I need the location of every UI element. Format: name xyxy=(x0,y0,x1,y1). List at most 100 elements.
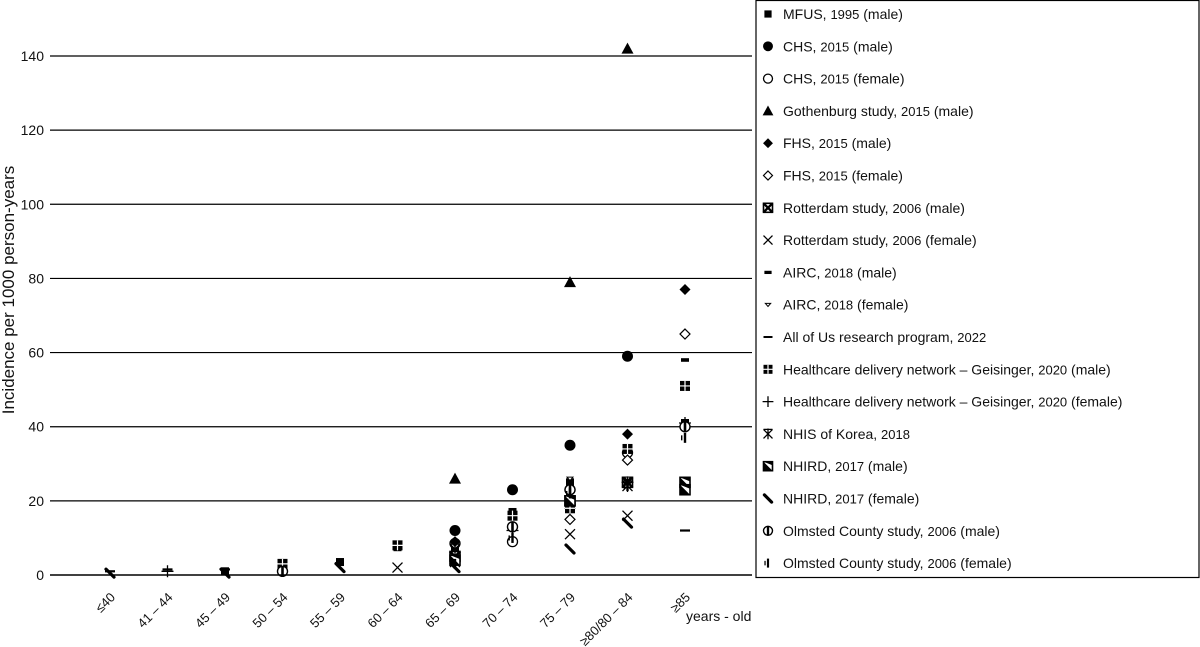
data-point-series-7 xyxy=(392,562,403,574)
data-point-series-5 xyxy=(564,513,576,526)
legend-label: All of Us research program, 2022 xyxy=(783,329,986,345)
x-axis-ticks: ≤40 41 – 44 45 – 49 50 – 54 55 – 59 60 – 64 65… xyxy=(92,590,693,647)
legend-item: MFUS, 1995 (male) xyxy=(764,6,903,22)
legend-item: NHIRD, 2017 (male) xyxy=(762,458,908,474)
legend: MFUS, 1995 (male) CHS, 2015 (male) CHS, 20… xyxy=(755,0,1200,579)
data-point-series-10 xyxy=(220,568,230,571)
data-point-series-7 xyxy=(564,528,576,540)
legend-marker xyxy=(763,41,773,52)
legend-item: CHS, 2015 (female) xyxy=(762,71,905,87)
data-point-series-15 xyxy=(219,567,231,579)
legend-marker xyxy=(763,235,773,246)
y-tick-label: 140 xyxy=(21,48,45,64)
legend-marker xyxy=(762,202,774,214)
legend-label: Healthcare delivery network – Geisinger,… xyxy=(783,394,1122,410)
legend-item: FHS, 2015 (male) xyxy=(763,135,891,151)
data-point-series-11 xyxy=(622,443,633,454)
legend-marker xyxy=(762,73,774,84)
y-tick-label: 120 xyxy=(21,122,45,138)
data-point-series-5 xyxy=(621,454,634,466)
legend-marker xyxy=(763,364,773,374)
data-point-series-1 xyxy=(507,484,518,496)
data-markers xyxy=(104,42,691,579)
legend-item: AIRC, 2018 (female) xyxy=(764,297,908,313)
data-point-series-11 xyxy=(680,380,690,391)
legend-label: Gothenburg study, 2015 (male) xyxy=(783,103,974,119)
y-tick-label: 80 xyxy=(28,270,44,286)
data-point-series-17 xyxy=(566,488,572,499)
data-point-series-3 xyxy=(621,42,634,54)
data-point-series-5 xyxy=(679,328,691,340)
data-point-series-10 xyxy=(680,529,690,532)
legend-item: NHIS of Korea, 2018 xyxy=(763,426,910,442)
data-point-series-1 xyxy=(622,350,633,362)
legend-label: Rotterdam study, 2006 (male) xyxy=(783,200,965,216)
x-tick-label: 75 – 79 xyxy=(537,590,578,631)
data-point-series-3 xyxy=(449,472,461,484)
data-point-series-15 xyxy=(621,517,634,529)
x-tick-label: 60 – 64 xyxy=(364,590,405,631)
legend-label: FHS, 2015 (male) xyxy=(783,135,891,151)
x-axis-label: years - old xyxy=(686,608,751,624)
data-point-series-8 xyxy=(681,358,689,362)
legend-label: AIRC, 2018 (male) xyxy=(783,264,897,280)
data-point-series-11 xyxy=(507,510,518,521)
data-point-series-4 xyxy=(622,428,633,440)
legend-item: Healthcare delivery network – Geisinger,… xyxy=(763,361,1111,377)
legend-marker xyxy=(762,170,774,181)
x-tick-label: 45 – 49 xyxy=(192,590,233,631)
data-point-series-9 xyxy=(565,476,575,482)
legend-marker xyxy=(764,302,772,308)
data-point-series-15 xyxy=(334,561,346,574)
data-point-series-17 xyxy=(508,532,514,543)
legend-item: Healthcare delivery network – Geisinger,… xyxy=(762,394,1122,410)
legend-marker xyxy=(763,336,773,338)
data-point-series-13 xyxy=(449,543,461,556)
legend-label: Olmsted County study, 2006 (female) xyxy=(783,555,1012,571)
data-point-series-14 xyxy=(679,483,691,496)
x-tick-label: 41 – 44 xyxy=(134,590,175,631)
y-tick-label: 0 xyxy=(36,567,44,583)
legend-item: FHS, 2015 (female) xyxy=(762,168,903,184)
legend-label: NHIS of Korea, 2018 xyxy=(783,426,910,442)
legend-item: CHS, 2015 (male) xyxy=(763,38,893,54)
legend-marker xyxy=(762,460,774,472)
legend-label: Healthcare delivery network – Geisinger,… xyxy=(783,361,1111,377)
legend-marker xyxy=(762,525,774,536)
data-point-series-0 xyxy=(566,478,574,487)
data-point-series-16 xyxy=(276,565,289,577)
data-point-series-15 xyxy=(104,567,116,579)
legend-label: MFUS, 1995 (male) xyxy=(783,6,903,22)
legend-label: AIRC, 2018 (female) xyxy=(783,297,908,313)
x-tick-label: 55 – 59 xyxy=(307,590,348,631)
data-point-series-1 xyxy=(564,439,576,451)
legend-marker xyxy=(764,10,772,18)
legend-marker xyxy=(763,428,773,440)
legend-label: NHIRD, 2017 (female) xyxy=(783,491,919,507)
data-point-series-3 xyxy=(564,276,576,288)
x-tick-label: 50 – 54 xyxy=(249,590,290,631)
data-point-series-16 xyxy=(506,521,519,533)
y-axis-label: Incidence per 1000 person-years xyxy=(0,166,18,415)
data-point-series-0 xyxy=(336,558,344,567)
legend-marker xyxy=(763,138,773,149)
y-tick-label: 60 xyxy=(28,345,44,361)
legend-item: Rotterdam study, 2006 (female) xyxy=(763,232,977,248)
x-tick-label: 65 – 69 xyxy=(422,590,463,631)
gridlines xyxy=(50,55,752,502)
legend-item: Olmsted County study, 2006 (male) xyxy=(762,523,1000,539)
legend-item: Gothenburg study, 2015 (male) xyxy=(762,103,974,119)
legend-item: AIRC, 2018 (male) xyxy=(764,264,897,280)
x-tick-label: 70 – 74 xyxy=(479,590,520,631)
data-point-series-15 xyxy=(564,543,576,555)
y-tick-label: 100 xyxy=(21,196,45,212)
data-point-series-17 xyxy=(623,481,629,492)
legend-marker xyxy=(762,105,774,116)
legend-label: Olmsted County study, 2006 (male) xyxy=(783,523,1000,539)
y-axis-ticks: 0 20 40 60 80 100 120 140 xyxy=(21,48,45,583)
data-point-series-4 xyxy=(679,284,691,296)
data-point-series-16 xyxy=(679,421,691,433)
legend-label: CHS, 2015 (male) xyxy=(783,38,893,54)
data-point-series-17 xyxy=(451,558,457,569)
